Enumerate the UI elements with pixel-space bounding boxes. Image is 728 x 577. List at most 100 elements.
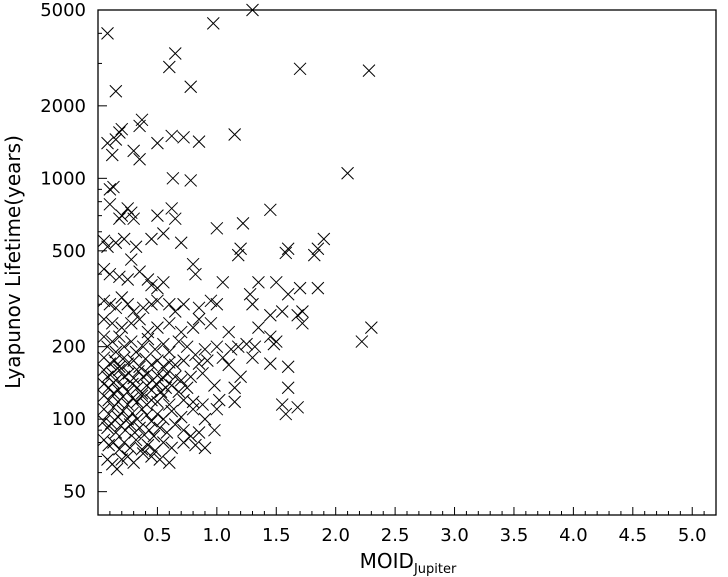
data-point [210, 297, 224, 311]
x-tick-label: 0.5 [143, 525, 172, 546]
data-point [101, 136, 114, 150]
x-tick-label: 5.0 [678, 525, 707, 546]
data-point [341, 166, 354, 180]
data-point [165, 202, 179, 215]
data-point [192, 426, 206, 439]
data-point [186, 395, 200, 409]
data-point [110, 462, 124, 476]
data-point [151, 294, 164, 308]
data-point [192, 312, 206, 326]
data-point [124, 253, 138, 266]
data-point [162, 398, 176, 411]
data-point [275, 398, 289, 411]
data-point [174, 373, 188, 387]
data-point [157, 337, 170, 351]
data-point [133, 119, 146, 133]
data-point [142, 423, 156, 437]
data-point [307, 248, 321, 262]
data-point [269, 275, 283, 289]
data-point [145, 414, 158, 428]
data-point [115, 122, 129, 136]
y-tick-label: 100 [52, 409, 86, 430]
y-tick-label: 200 [52, 337, 86, 358]
data-point [210, 340, 224, 354]
y-tick-label: 1000 [40, 168, 86, 189]
data-point [130, 381, 144, 395]
data-point [281, 242, 295, 256]
data-point [189, 438, 202, 452]
data-point [135, 386, 149, 400]
data-point [124, 316, 138, 330]
data-point [147, 429, 161, 443]
data-point [162, 316, 176, 330]
data-point [364, 321, 378, 334]
data-point [296, 305, 309, 318]
x-axis-title-main: MOID [360, 549, 414, 573]
data-point [196, 398, 209, 411]
data-point [168, 418, 182, 431]
data-point [192, 357, 206, 371]
data-point [210, 221, 224, 235]
data-point [212, 393, 226, 407]
data-point [129, 240, 143, 254]
data-point [145, 278, 158, 292]
data-point [177, 130, 190, 144]
data-point [165, 441, 179, 455]
data-point [105, 335, 119, 348]
x-axis: 0.5 1.0 1.5 2.0 2.5 3.0 3.5 4.0 4.5 5.0 [109, 507, 717, 546]
data-point [101, 26, 114, 40]
data-point [117, 351, 131, 365]
x-axis-title-subscript: Jupiter [413, 562, 457, 577]
data-point [184, 174, 198, 187]
data-point [204, 294, 218, 308]
y-tick-label: 2000 [40, 96, 86, 117]
data-point [200, 354, 214, 367]
data-point [102, 438, 116, 452]
data-point [162, 345, 176, 359]
data-point [189, 348, 202, 362]
data-point [115, 291, 129, 304]
data-point [121, 398, 135, 411]
data-point [103, 197, 117, 211]
data-point [210, 402, 224, 416]
data-point [124, 335, 138, 348]
data-point [130, 395, 144, 409]
data-point [208, 379, 221, 392]
data-point [311, 281, 325, 295]
x-tick-label: 3.0 [440, 525, 469, 546]
data-point [168, 305, 182, 318]
data-point [162, 60, 176, 74]
data-point [151, 407, 164, 421]
data-point [97, 294, 111, 308]
data-point [311, 242, 325, 256]
data-point [231, 340, 245, 354]
data-point [113, 442, 126, 456]
data-point [117, 340, 131, 354]
data-point [234, 370, 247, 384]
data-point [136, 301, 150, 315]
data-point [293, 62, 307, 76]
data-point [135, 402, 149, 416]
data-point [135, 442, 149, 456]
data-point [192, 135, 206, 149]
data-point [127, 144, 141, 158]
data-point [162, 297, 176, 311]
data-point [231, 248, 245, 262]
data-point [177, 354, 190, 367]
data-points [97, 3, 378, 476]
data-point [157, 389, 170, 403]
data-point [165, 404, 179, 418]
data-point [133, 360, 146, 374]
data-point [236, 217, 250, 230]
data-point [252, 275, 265, 289]
data-point [133, 312, 146, 326]
data-point [184, 429, 198, 443]
data-point [160, 366, 174, 380]
data-point [267, 337, 281, 351]
data-point [123, 441, 137, 455]
data-point [121, 297, 135, 311]
data-point [228, 395, 242, 409]
data-point [263, 357, 277, 371]
data-point [157, 275, 170, 289]
data-point [172, 335, 186, 348]
